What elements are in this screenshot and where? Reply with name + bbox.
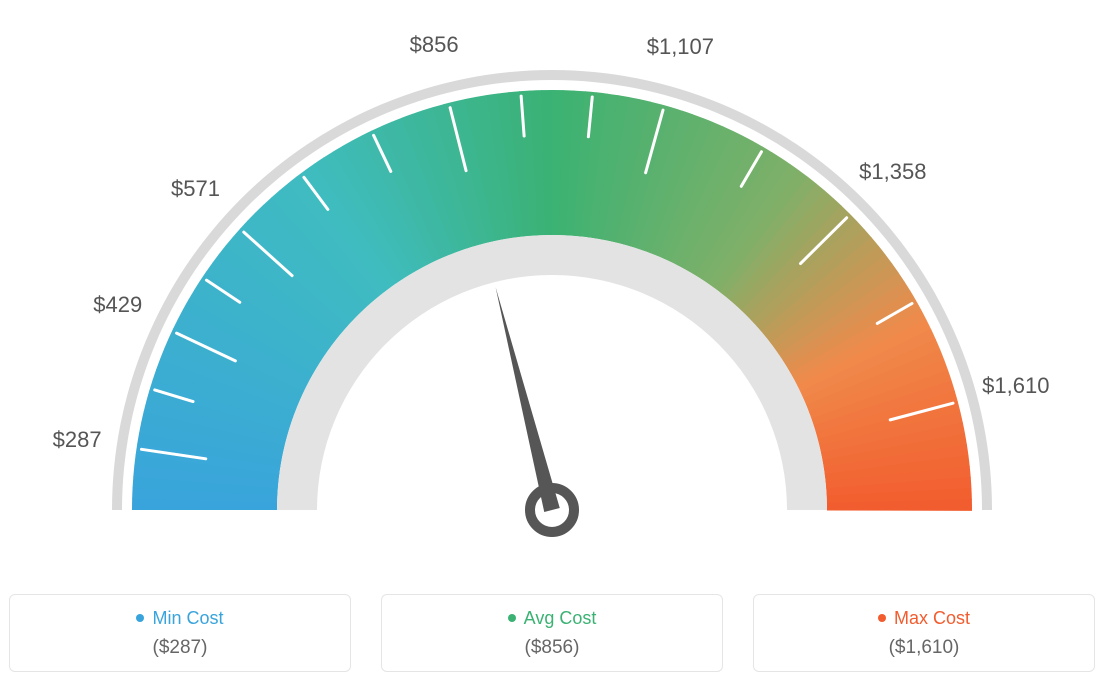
legend-card-max: Max Cost ($1,610) (753, 594, 1095, 672)
gauge-svg (0, 0, 1104, 560)
legend-row: Min Cost ($287) Avg Cost ($856) Max Cost… (0, 594, 1104, 672)
gauge-tick-label: $1,358 (859, 159, 926, 185)
legend-title-min: Min Cost (136, 609, 223, 627)
legend-value-min: ($287) (20, 637, 340, 659)
gauge-tick-label: $1,610 (982, 373, 1049, 399)
legend-value-avg: ($856) (392, 637, 712, 659)
gauge-tick-label: $1,107 (647, 34, 714, 60)
legend-title-avg: Avg Cost (508, 609, 597, 627)
legend-card-avg: Avg Cost ($856) (381, 594, 723, 672)
cost-gauge: $287 $429 $571 $856 $1,107 $1,358 $1,610 (0, 0, 1104, 560)
gauge-tick-label: $571 (171, 176, 220, 202)
legend-dot-max (878, 614, 886, 622)
legend-label-avg: Avg Cost (524, 609, 597, 627)
gauge-tick-label: $287 (53, 427, 102, 453)
legend-label-min: Min Cost (152, 609, 223, 627)
legend-card-min: Min Cost ($287) (9, 594, 351, 672)
legend-label-max: Max Cost (894, 609, 970, 627)
legend-dot-avg (508, 614, 516, 622)
gauge-tick-label: $429 (93, 292, 142, 318)
legend-value-max: ($1,610) (764, 637, 1084, 659)
gauge-tick-label: $856 (410, 32, 459, 58)
legend-title-max: Max Cost (878, 609, 970, 627)
legend-dot-min (136, 614, 144, 622)
